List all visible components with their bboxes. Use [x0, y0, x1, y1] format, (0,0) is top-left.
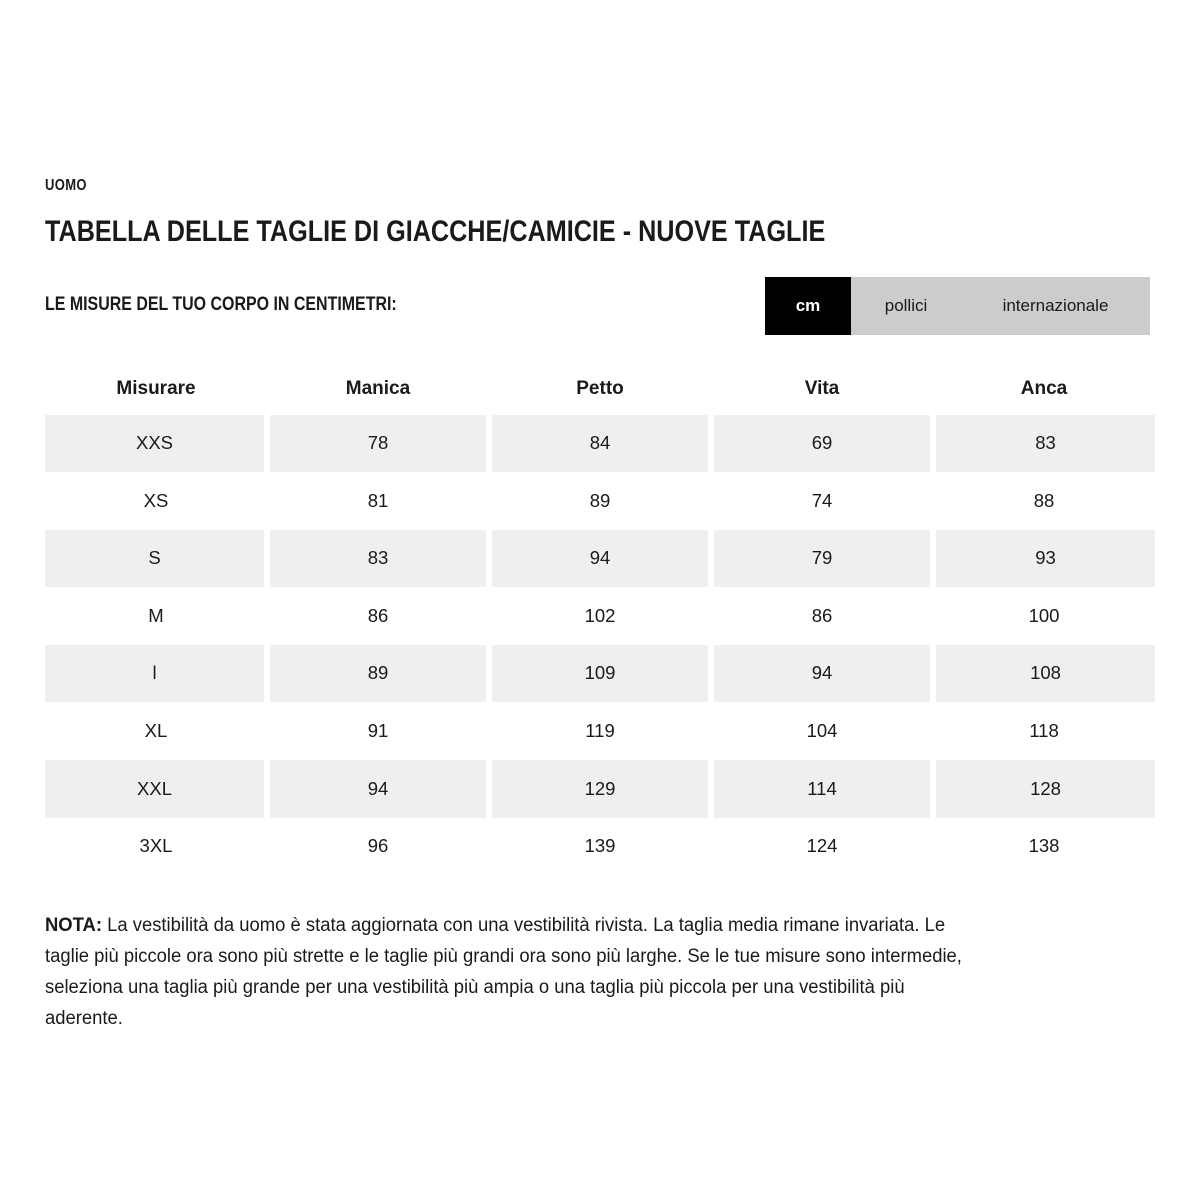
- subtitle-row: LE MISURE DEL TUO CORPO IN CENTIMETRI: c…: [45, 276, 1155, 347]
- table-row: XS 81 89 74 88: [45, 472, 1155, 530]
- cell-vita: 114: [711, 760, 933, 818]
- table-row: XL 91 119 104 118: [45, 702, 1155, 761]
- cell-manica: 91: [267, 702, 489, 761]
- cell-anca: 93: [933, 529, 1155, 588]
- column-header-vita: Vita: [804, 378, 840, 399]
- cell-vita: 104: [711, 702, 933, 761]
- cell-manica: 81: [267, 472, 489, 530]
- cell-manica: 78: [267, 414, 489, 473]
- cell-vita: 79: [711, 529, 933, 588]
- cell-anca: 88: [933, 472, 1155, 530]
- cell-size: XXS: [45, 414, 267, 473]
- cell-petto: 119: [489, 702, 711, 761]
- unit-toggle-group[interactable]: cm pollici internazionale: [765, 276, 1150, 335]
- cell-anca: 138: [933, 817, 1155, 876]
- size-table: Misurare Manica Petto Vita Anca XXS 78 8…: [45, 363, 1155, 876]
- table-row: S 83 94 79 93: [45, 529, 1155, 588]
- cell-anca: 83: [933, 414, 1155, 473]
- cell-size: XS: [45, 472, 267, 530]
- fit-note: NOTA: La vestibilità da uomo è stata agg…: [45, 911, 981, 1034]
- fit-note-text: La vestibilità da uomo è stata aggiornat…: [45, 915, 962, 1029]
- cell-vita: 124: [711, 817, 933, 876]
- cell-vita: 86: [711, 587, 933, 645]
- cell-petto: 129: [489, 760, 711, 818]
- table-header-row: Misurare Manica Petto Vita Anca: [45, 363, 1155, 415]
- cell-anca: 128: [933, 760, 1155, 818]
- cell-manica: 89: [267, 644, 489, 703]
- cell-vita: 94: [711, 644, 933, 703]
- cell-size: XL: [45, 702, 267, 761]
- column-header-petto: Petto: [576, 378, 624, 399]
- unit-option-pollici[interactable]: pollici: [884, 296, 928, 315]
- cell-size: S: [45, 529, 267, 588]
- cell-manica: 94: [267, 760, 489, 818]
- column-header-manica: Manica: [345, 378, 411, 399]
- cell-size: 3XL: [45, 817, 267, 876]
- cell-petto: 94: [489, 529, 711, 588]
- cell-anca: 118: [933, 702, 1155, 761]
- cell-petto: 89: [489, 472, 711, 530]
- cell-vita: 74: [711, 472, 933, 530]
- cell-petto: 139: [489, 817, 711, 876]
- table-row: M 86 102 86 100: [45, 587, 1155, 645]
- unit-option-internazionale[interactable]: internazionale: [1002, 296, 1109, 315]
- cell-petto: 102: [489, 587, 711, 645]
- category-eyebrow: UOMO: [45, 177, 87, 194]
- cell-anca: 100: [933, 587, 1155, 645]
- column-header-anca: Anca: [1020, 378, 1068, 399]
- cell-anca: 108: [933, 644, 1155, 703]
- header-section: UOMO TABELLA DELLE TAGLIE DI GIACCHE/CAM…: [45, 0, 1155, 347]
- table-row: XXS 78 84 69 83: [45, 414, 1155, 473]
- cell-manica: 83: [267, 529, 489, 588]
- table-row: XXL 94 129 114 128: [45, 760, 1155, 818]
- cell-size: l: [45, 644, 267, 703]
- fit-note-label: NOTA:: [45, 915, 102, 937]
- cell-petto: 109: [489, 644, 711, 703]
- column-header-misurare: Misurare: [116, 378, 196, 399]
- unit-option-cm[interactable]: cm: [765, 276, 851, 335]
- table-row: 3XL 96 139 124 138: [45, 817, 1155, 876]
- cell-manica: 96: [267, 817, 489, 876]
- page-title: TABELLA DELLE TAGLIE DI GIACCHE/CAMICIE …: [45, 214, 826, 248]
- cell-size: M: [45, 587, 267, 645]
- cell-manica: 86: [267, 587, 489, 645]
- cell-petto: 84: [489, 414, 711, 473]
- cell-size: XXL: [45, 760, 267, 818]
- cell-vita: 69: [711, 414, 933, 473]
- table-row: l 89 109 94 108: [45, 644, 1155, 703]
- measurement-subtitle: LE MISURE DEL TUO CORPO IN CENTIMETRI:: [45, 293, 397, 315]
